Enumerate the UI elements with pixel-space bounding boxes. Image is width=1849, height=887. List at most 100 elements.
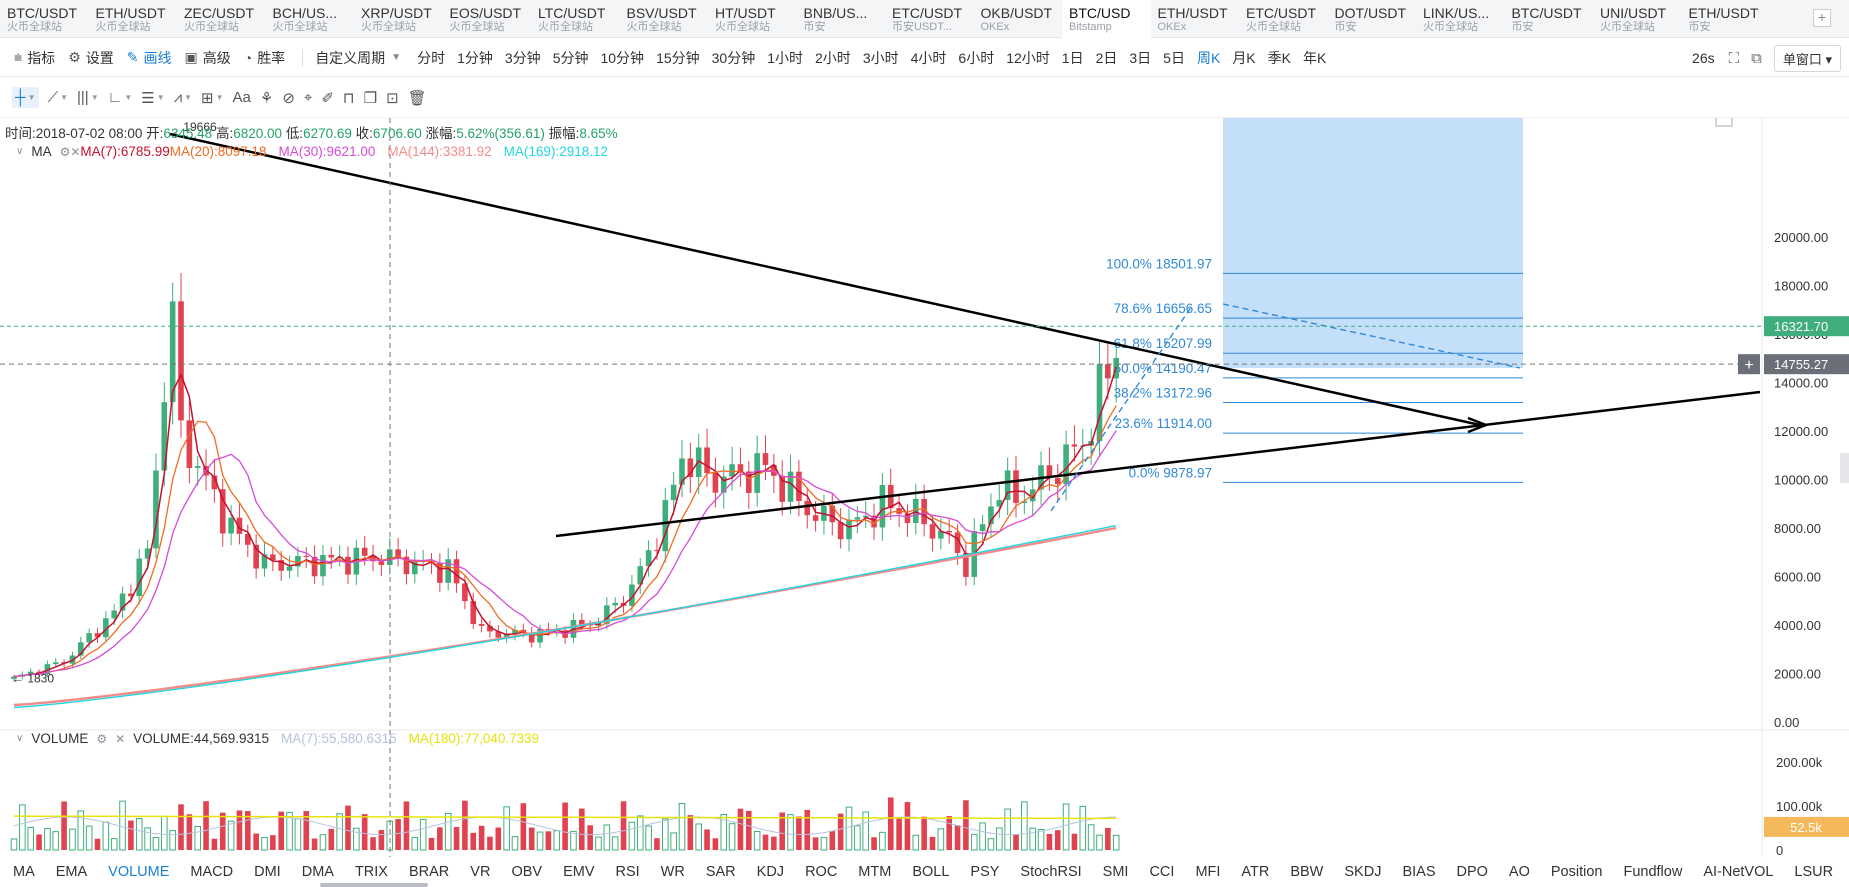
period-option[interactable]: 15分钟 [656,49,700,66]
indicator-tab[interactable]: RSI [615,864,640,880]
indicator-tab[interactable]: CCI [1149,864,1175,880]
symbol-tab[interactable]: ETC/USDT 币安USDT... [885,0,974,38]
hide-tool[interactable]: ⊘ [282,89,295,107]
indicator-tab[interactable]: SKDJ [1344,864,1382,880]
close-icon[interactable]: ✕ [70,144,81,159]
gear-icon[interactable]: ⚙ [96,731,108,746]
indicator-tab[interactable]: MA [13,864,35,880]
add-tab-button[interactable]: + [1813,9,1831,27]
symbol-tab[interactable]: BTC/USDT 火币全球站 [0,0,89,38]
period-option[interactable]: 3分钟 [504,49,541,66]
indicator-scrollbar[interactable] [320,883,428,887]
period-option[interactable]: 2日 [1095,49,1118,66]
symbol-tab[interactable]: ZEC/USDT 火币全球站 [177,0,266,38]
symbol-tab[interactable]: LINK/US... 火币全球站 [1416,0,1505,38]
popout-icon[interactable]: ⧉ [1751,49,1762,67]
indicator-tab[interactable]: DMI [254,864,281,880]
settings-button[interactable]: ⚙ 设置 [68,49,114,66]
indicator-tab[interactable]: MFI [1195,864,1221,880]
indicator-tab[interactable]: BBW [1290,864,1324,880]
indicator-tab[interactable]: ATR [1241,864,1270,880]
period-option[interactable]: 季K [1267,49,1291,66]
period-option[interactable]: 3日 [1129,49,1152,66]
indicator-tab[interactable]: DMA [301,864,334,880]
template-tool[interactable]: ⊡ [386,89,399,107]
window-mode-select[interactable]: 单窗口 ▾ [1773,44,1841,72]
indicator-tab[interactable]: Position [1550,864,1603,880]
period-option[interactable]: 5日 [1163,49,1185,66]
pattern-tool[interactable]: ⩘ ▼ [174,89,192,106]
indicator-tab[interactable]: OBV [511,864,543,880]
period-option[interactable]: 5分钟 [552,49,589,66]
collapse-icon[interactable]: ∨ [16,733,24,744]
indicator-tab[interactable]: BRAR [408,864,450,880]
indicator-tab[interactable]: VOLUME [108,864,170,880]
symbol-tab[interactable]: BSV/USDT 火币全球站 [620,0,709,38]
indicator-tab[interactable]: SMI [1102,864,1129,880]
symbol-tab[interactable]: ETC/USDT 火币全球站 [1239,0,1328,38]
indicator-tab[interactable]: SAR [705,864,736,880]
collapse-icon[interactable]: ∨ [16,146,24,157]
symbol-tab[interactable]: EOS/USDT 火币全球站 [443,0,532,38]
period-option[interactable]: 分时 [417,49,446,66]
close-icon[interactable]: ✕ [115,731,126,746]
symbol-tab[interactable]: UNI/USDT 火币全球站 [1593,0,1682,38]
text-tool[interactable]: Aa [233,89,251,106]
lock-tool[interactable]: ⊓ [343,89,355,107]
indicator-tab[interactable]: BASIS [1841,864,1849,880]
symbol-tab[interactable]: BTC/USD Bitstamp [1062,0,1151,38]
indicator-tab[interactable]: DPO [1456,864,1488,880]
symbol-tab[interactable]: OKB/USDT OKEx [974,0,1063,38]
trendline-tool[interactable]: ⟋ ▼ [48,89,68,106]
indicator-tab[interactable]: LSUR [1794,864,1834,880]
symbol-tab[interactable]: LTC/USDT 火币全球站 [531,0,620,38]
winrate-button[interactable]: ◔ 胜率 [243,49,286,66]
fullscreen-icon[interactable]: ⛶ [1728,49,1740,67]
angle-tool[interactable]: ∟ ▼ [108,89,133,106]
indicator-tab[interactable]: MACD [190,864,234,880]
indicator-tab[interactable]: BIAS [1402,864,1436,880]
advanced-button[interactable]: ▣ 高级 [184,49,231,66]
symbol-tab[interactable]: DOT/USDT 币安 [1328,0,1417,38]
indicator-button[interactable]: ⩧ 指标 [14,49,56,66]
chevron-down-icon[interactable]: ▼ [391,52,402,63]
channel-tool[interactable]: ||| ▼ [77,89,99,106]
symbol-tab[interactable]: BTC/USDT 币安 [1505,0,1594,38]
period-option[interactable]: 12小时 [1006,49,1050,66]
indicator-tab[interactable]: PSY [970,864,1000,880]
period-option[interactable]: 3小时 [862,49,899,66]
indicator-tab[interactable]: EMV [563,864,595,880]
delete-tool[interactable]: 🗑 [408,89,427,107]
symbol-tab[interactable]: ETH/USDT OKEx [1151,0,1240,38]
crosshair-tool[interactable]: ┼ ▼ [12,87,39,108]
custom-period-dropdown[interactable]: 自定义周期 [315,49,386,66]
candlestick-chart[interactable]: 100.0% 18501.97 78.6% 16656.65 61.8% 15207… [0,118,1849,863]
ruler-tool[interactable]: ⌖ [304,89,312,106]
indicator-tab[interactable]: KDJ [756,864,785,880]
symbol-tab[interactable]: HT/USDT 火币全球站 [708,0,797,38]
symbol-tab[interactable]: XRP/USDT 火币全球站 [354,0,443,38]
indicator-tab[interactable]: ROC [805,864,838,880]
indicator-tab[interactable]: StochRSI [1020,864,1082,880]
period-option[interactable]: 4小时 [910,49,947,66]
indicator-tab[interactable]: AO [1508,864,1530,880]
indicator-tab[interactable]: TRIX [354,864,388,880]
magnet-tool[interactable]: ⚘ [260,89,273,107]
period-option[interactable]: 6小时 [958,49,995,66]
chart-area[interactable]: 100.0% 18501.97 78.6% 16656.65 61.8% 15207… [0,118,1849,863]
period-option[interactable]: 1日 [1061,49,1084,66]
indicator-tab[interactable]: EMA [55,864,88,880]
indicator-tab[interactable]: AI-NetVOL [1703,864,1774,880]
period-option[interactable]: 30分钟 [711,49,756,66]
symbol-tab[interactable]: BNB/US... 币安 [797,0,886,38]
symbol-tab[interactable]: ETH/USDT 币安 [1682,0,1771,38]
draw-button[interactable]: ✎ 画线 [126,49,172,66]
symbol-tab[interactable]: ETH/USDT 火币全球站 [89,0,178,38]
indicator-tab[interactable]: WR [660,864,685,880]
indicator-tab[interactable]: Fundflow [1623,864,1683,880]
indicator-tab[interactable]: BOLL [912,864,950,880]
brush-tool[interactable]: ✐ [321,89,334,107]
period-option[interactable]: 10分钟 [600,49,645,66]
fib-tool[interactable]: ☰ ▼ [141,89,164,107]
copy-tool[interactable]: ❐ [364,89,377,107]
